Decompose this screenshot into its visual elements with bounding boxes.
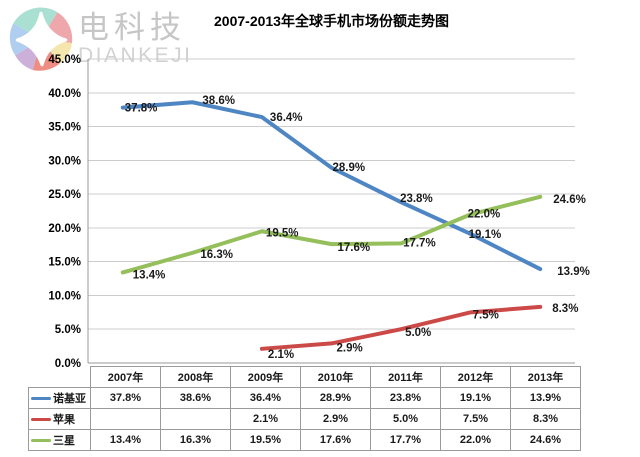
data-label: 2.1% [268,349,294,361]
table-value-cell: 5.0% [370,408,441,430]
data-label: 7.5% [473,309,499,321]
table-value-cell: 17.7% [370,429,441,451]
x-axis-label: 2007年 [90,366,161,388]
table-row: 三星 13.4% 16.3% 19.5% 17.6% 17.7% 22.0% 24.6% [28,429,581,451]
chart-title: 2007-2013年全球手机市场份额走势图 [214,13,449,29]
table-value-cell: 23.8% [370,387,441,409]
y-tick-label: 40.0% [48,88,81,100]
y-tick-label: 10.0% [48,290,81,302]
legend-label: 诺基亚 [53,393,86,405]
table-value-cell: 19.1% [440,387,511,409]
data-label: 24.6% [553,194,586,206]
data-label: 8.3% [552,303,578,315]
data-label: 17.7% [403,237,436,249]
table-value-cell: 8.3% [510,408,581,430]
data-label: 16.3% [200,249,233,261]
x-axis-label: 2009年 [230,366,301,388]
y-tick-label: 20.0% [48,223,81,235]
pinwheel-logo-icon [9,7,73,71]
data-label: 23.8% [400,193,433,205]
table-row: 诺基亚 37.8% 38.6% 36.4% 28.9% 23.8% 19.1% 13.9% [28,387,581,409]
data-label: 13.9% [557,266,590,278]
table-corner-cell [29,367,91,388]
table-value-cell: 22.0% [440,429,511,451]
table-value-cell: 16.3% [160,429,231,451]
data-label: 2.9% [337,342,363,354]
series-line-苹果 [259,304,543,351]
table-value-cell: 36.4% [230,387,301,409]
table-value-cell: 13.9% [510,387,581,409]
legend-cell: 诺基亚 [28,387,91,409]
table-value-cell: 37.8% [90,387,161,409]
y-tick-label: 25.0% [48,189,81,201]
y-tick-label: 35.0% [48,122,81,134]
data-label: 17.6% [338,242,371,254]
x-axis-label: 2010年 [300,366,371,388]
data-label: 22.0% [468,208,501,220]
data-label: 36.4% [270,112,303,124]
brand-logo: 电科技 DIANKEJI [8,6,193,72]
data-label: 19.1% [469,229,502,241]
legend-label: 苹果 [53,414,75,426]
data-label: 28.9% [333,162,366,174]
legend-data-table: 2007年 2008年 2009年 2010年 2011年 2012年 2013年诺基亚 37… [28,366,581,451]
legend-cell: 苹果 [28,408,91,430]
x-axis-label: 2013年 [510,366,581,388]
y-tick-label: 5.0% [55,324,81,336]
legend-cell: 三星 [28,429,91,451]
data-label: 13.4% [133,269,166,281]
table-value-cell: 2.9% [300,408,371,430]
data-label: 38.6% [202,95,235,107]
table-value-cell: 2.1% [230,408,301,430]
series-line-诺基亚 [120,100,543,272]
y-tick-label: 15.0% [48,257,81,269]
brand-name: 电科技 [78,10,186,45]
legend-swatch [31,396,51,400]
y-tick-label: 45.0% [48,54,81,66]
x-axis-label: 2008年 [160,366,231,388]
legend-label: 三星 [53,435,75,447]
table-value-cell: 13.4% [90,429,161,451]
table-row: 苹果 2.1% 2.9% 5.0% 7.5% 8.3% [28,408,581,430]
table-value-cell: 24.6% [510,429,581,451]
x-axis-label: 2012年 [440,366,511,388]
series-line-三星 [120,194,543,275]
legend-swatch [31,417,51,421]
table-value-cell: 7.5% [440,408,511,430]
x-axis-label: 2011年 [370,366,441,388]
table-value-cell [90,408,161,430]
data-label: 37.8% [125,103,158,115]
y-tick-label: 30.0% [48,155,81,167]
data-label: 5.0% [405,327,431,339]
table-value-cell: 28.9% [300,387,371,409]
table-value-cell: 38.6% [160,387,231,409]
data-label: 19.5% [266,227,299,239]
table-value-cell: 19.5% [230,429,301,451]
table-value-cell: 17.6% [300,429,371,451]
data-table: 2007年 2008年 2009年 2010年 2011年 2012年 2013年诺基亚 37… [28,366,581,451]
legend-swatch [31,438,51,442]
table-value-cell [160,408,231,430]
y-tick-label: 0.0% [55,358,81,370]
brand-name-latin: DIANKEJI [78,44,193,67]
